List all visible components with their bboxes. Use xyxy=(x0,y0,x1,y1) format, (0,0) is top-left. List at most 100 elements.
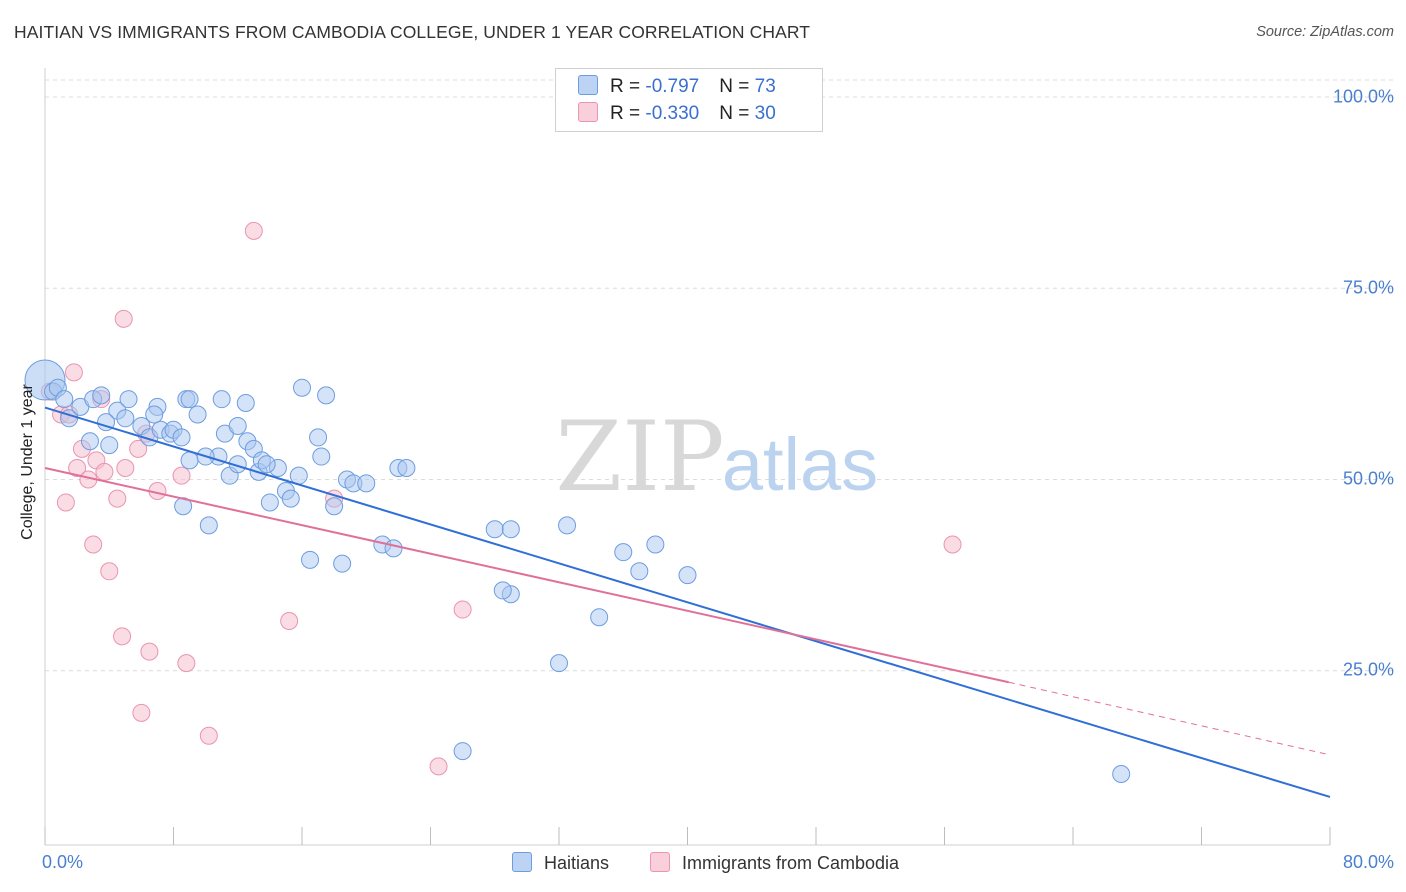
trend-line-cambodia xyxy=(44,467,1009,684)
point-haitians xyxy=(550,654,568,673)
point-haitians xyxy=(614,543,633,562)
point-haitians xyxy=(260,493,279,512)
point-haitians xyxy=(590,608,609,627)
point-haitians xyxy=(212,390,231,409)
point-haitians xyxy=(180,451,199,470)
point-haitians xyxy=(281,489,300,508)
point-haitians xyxy=(293,378,311,397)
trend-line-cambodia-extension xyxy=(1008,681,1331,756)
watermark-zip: ZIP xyxy=(555,401,724,513)
point-haitians xyxy=(485,520,504,539)
axes xyxy=(44,68,1331,846)
point-cambodia xyxy=(429,757,448,776)
r-value-cambodia: -0.330 xyxy=(645,103,700,124)
trend-lines xyxy=(44,406,1331,798)
point-cambodia xyxy=(280,612,299,631)
legend-swatch-pink xyxy=(578,102,598,122)
point-cambodia xyxy=(177,654,196,673)
point-haitians xyxy=(333,554,352,573)
y-axis-label: College, Under 1 year xyxy=(19,384,36,540)
point-haitians xyxy=(180,390,199,409)
point-haitians xyxy=(558,516,577,535)
point-haitians xyxy=(228,416,247,435)
point-haitians xyxy=(236,394,255,412)
legend-row-cambodia: R = -0.330 N = 30 xyxy=(578,102,776,126)
point-haitians xyxy=(301,550,320,569)
grid-lines xyxy=(45,79,1393,672)
point-cambodia xyxy=(114,309,133,328)
y-tick-75: 75.0% xyxy=(1342,277,1394,298)
legend-row-haitians: R = -0.797 N = 73 xyxy=(578,75,776,99)
point-haitians xyxy=(172,428,191,447)
point-haitians xyxy=(678,566,697,585)
n-value-haitians: 73 xyxy=(754,76,776,97)
r-label: R = xyxy=(610,76,646,97)
point-haitians xyxy=(92,386,111,405)
point-cambodia xyxy=(56,493,75,512)
point-haitians xyxy=(55,390,74,409)
legend-swatch-pink xyxy=(650,852,670,872)
n-value-cambodia: 30 xyxy=(754,103,776,124)
point-haitians xyxy=(1112,765,1131,784)
point-haitians xyxy=(397,459,416,478)
n-label: N = xyxy=(719,76,755,97)
point-cambodia xyxy=(172,466,191,485)
point-haitians xyxy=(493,581,512,600)
point-haitians xyxy=(312,447,331,466)
point-haitians xyxy=(199,516,218,535)
point-haitians xyxy=(145,405,164,424)
point-cambodia xyxy=(113,627,132,646)
point-cambodia xyxy=(100,562,119,581)
point-haitians xyxy=(630,562,649,581)
point-haitians xyxy=(646,535,665,554)
point-cambodia xyxy=(108,489,127,508)
chart-title: HAITIAN VS IMMIGRANTS FROM CAMBODIA COLL… xyxy=(14,22,811,42)
watermark: ZIP atlas xyxy=(555,401,878,513)
legend-item-haitians[interactable]: Haitians xyxy=(512,852,609,874)
point-cambodia xyxy=(943,535,962,554)
point-haitians xyxy=(289,466,308,485)
point-cambodia xyxy=(129,439,148,458)
point-haitians xyxy=(188,405,207,424)
y-tick-25: 25.0% xyxy=(1342,659,1394,680)
point-haitians xyxy=(119,390,138,409)
legend-label-haitians: Haitians xyxy=(544,853,610,873)
point-haitians xyxy=(384,539,403,558)
n-label: N = xyxy=(719,103,755,124)
r-value-haitians: -0.797 xyxy=(645,76,700,97)
x-tick-80: 80.0% xyxy=(1342,852,1394,872)
y-tick-50: 50.0% xyxy=(1342,468,1394,489)
point-haitians xyxy=(325,497,344,516)
x-tick-0: 0.0% xyxy=(42,852,84,872)
point-cambodia xyxy=(244,221,263,240)
point-haitians xyxy=(100,436,119,455)
point-cambodia xyxy=(199,726,218,745)
point-cambodia xyxy=(453,600,472,619)
trend-line-haitians xyxy=(44,406,1331,798)
y-tick-100: 100.0% xyxy=(1332,86,1394,107)
watermark-atlas: atlas xyxy=(722,423,878,506)
correlation-legend: R = -0.797 N = 73 R = -0.330 N = 30 xyxy=(555,68,823,132)
point-haitians xyxy=(453,742,472,761)
point-haitians xyxy=(257,455,276,474)
point-haitians xyxy=(309,428,328,447)
r-label: R = xyxy=(610,103,646,124)
point-haitians xyxy=(357,474,376,493)
point-cambodia xyxy=(64,363,83,382)
point-cambodia xyxy=(132,703,151,722)
point-cambodia xyxy=(116,459,135,478)
point-haitians xyxy=(80,432,99,451)
legend-swatch-blue xyxy=(578,75,598,95)
point-cambodia xyxy=(95,462,114,481)
point-cambodia xyxy=(68,459,87,478)
point-haitians xyxy=(317,386,336,405)
point-cambodia xyxy=(84,535,103,554)
point-cambodia xyxy=(140,642,159,661)
point-haitians xyxy=(116,409,135,428)
legend-label-cambodia: Immigrants from Cambodia xyxy=(682,853,900,873)
series-haitians-points xyxy=(24,359,1131,784)
legend-item-cambodia[interactable]: Immigrants from Cambodia xyxy=(650,852,899,874)
point-haitians xyxy=(501,520,520,539)
source-label: Source: ZipAtlas.com xyxy=(1256,24,1394,40)
